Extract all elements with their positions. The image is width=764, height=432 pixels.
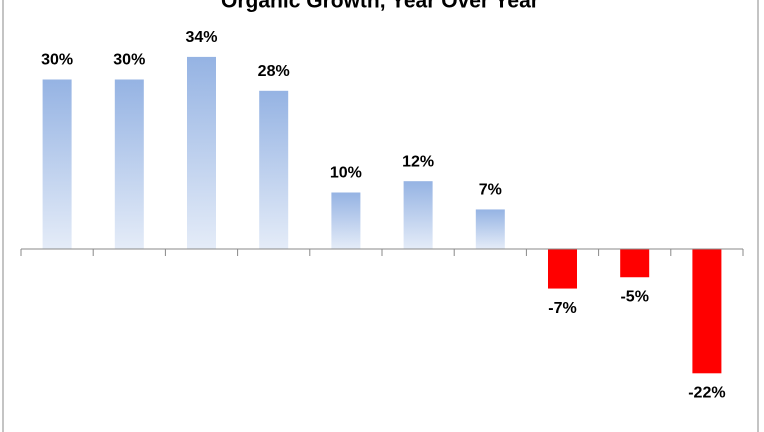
value-label: -7% (548, 300, 576, 317)
value-label: -22% (688, 385, 725, 402)
bar (692, 249, 722, 374)
value-label: 30% (41, 52, 73, 69)
bar (475, 209, 505, 249)
value-label: 7% (479, 182, 502, 199)
value-label: 34% (185, 29, 217, 46)
bar (403, 181, 433, 249)
value-label: 10% (330, 165, 362, 182)
value-label: 12% (402, 153, 434, 170)
value-label: 30% (113, 52, 145, 69)
bar (620, 249, 650, 278)
bar (114, 79, 144, 249)
bar (259, 90, 289, 249)
bar (331, 192, 361, 249)
bar (548, 249, 577, 289)
value-label: 28% (258, 63, 290, 80)
bar (187, 56, 216, 250)
chart-title: Organic Growth, Year Over Year (221, 0, 539, 13)
value-label: -5% (620, 288, 648, 305)
bar (42, 79, 72, 249)
